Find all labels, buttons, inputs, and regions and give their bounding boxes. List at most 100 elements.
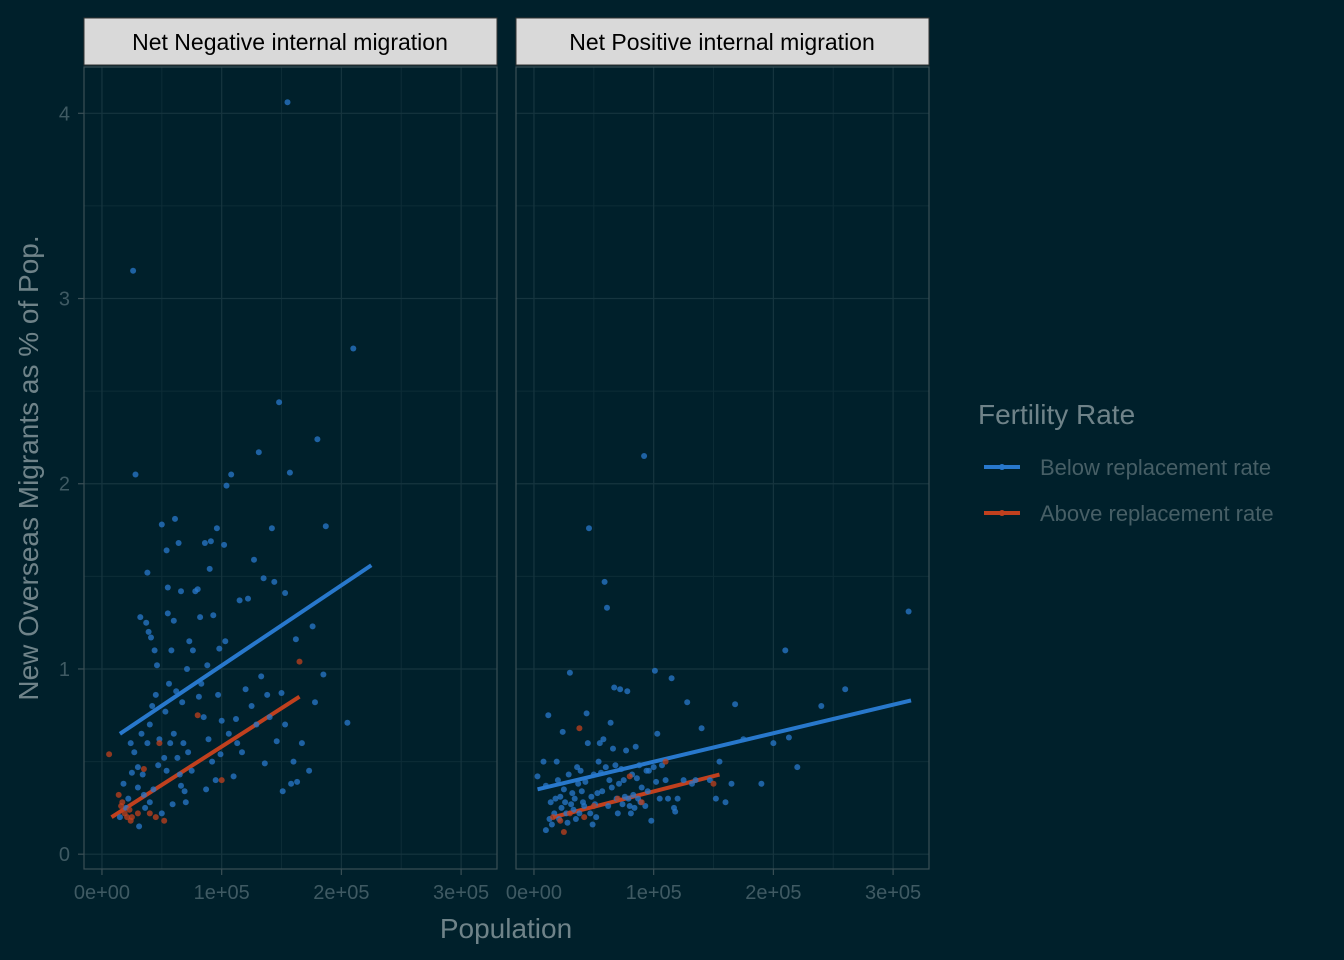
data-point-below [571, 795, 578, 802]
data-point-below [142, 804, 149, 811]
data-point-below [180, 740, 187, 747]
data-point-above [161, 817, 168, 824]
data-point-below [194, 586, 201, 593]
legend-item-below: Below replacement rate [984, 455, 1271, 480]
data-point-below [619, 801, 626, 808]
data-point-below [905, 608, 912, 615]
data-point-below [782, 647, 789, 654]
data-point-below [593, 814, 600, 821]
data-point-below [540, 758, 547, 765]
data-point-below [568, 801, 575, 808]
data-point-below [242, 686, 249, 693]
data-point-below [210, 612, 217, 619]
data-point-below [598, 769, 604, 776]
data-point-below [116, 814, 123, 821]
data-point-below [282, 721, 289, 728]
data-point-below [542, 782, 549, 789]
data-point-below [582, 778, 589, 785]
data-point-below [179, 699, 186, 706]
data-point-above [557, 817, 564, 824]
data-point-below [230, 773, 237, 780]
legend-item-above: Above replacement rate [984, 501, 1274, 526]
data-point-below [158, 521, 165, 528]
x-tick-label: 0e+00 [74, 882, 130, 904]
data-point-below [225, 730, 232, 737]
data-point-below [596, 740, 603, 747]
data-point-below [569, 790, 576, 797]
data-point-below [155, 762, 162, 769]
data-point-below [636, 762, 643, 769]
data-point-below [294, 778, 301, 785]
data-point-below [638, 784, 645, 791]
data-point-below [221, 541, 228, 548]
data-point-below [195, 693, 202, 700]
data-point-below [164, 610, 171, 617]
data-point-below [203, 786, 210, 793]
data-point-below [564, 819, 571, 826]
legend-label-above: Above replacement rate [1040, 501, 1274, 526]
y-tick-label: 0 [59, 844, 70, 866]
data-point-above [140, 766, 147, 772]
y-tick-label: 3 [59, 289, 70, 311]
data-point-below [614, 810, 621, 817]
data-point-below [314, 436, 321, 443]
data-point-below [656, 795, 663, 802]
data-point-below [186, 638, 193, 645]
data-point-below [630, 791, 637, 798]
panel-strip-net-positive [515, 17, 930, 66]
y-tick-label: 1 [59, 659, 70, 681]
data-point-below [616, 780, 622, 787]
data-point-below [149, 703, 156, 709]
data-point-above [146, 810, 153, 817]
data-point-above [550, 814, 557, 821]
data-point-below [631, 804, 638, 811]
data-point-below [624, 688, 631, 695]
data-point-below [740, 736, 747, 743]
data-point-above [126, 806, 133, 813]
data-point-above [590, 803, 597, 809]
x-axis-title: Population [440, 913, 572, 944]
data-point-above [626, 773, 633, 780]
data-point-below [306, 767, 313, 774]
data-point-below [239, 749, 245, 756]
data-point-below [170, 730, 177, 737]
data-point-below [138, 730, 145, 737]
data-point-below [255, 449, 262, 456]
data-point-below [689, 780, 695, 787]
x-tick-label: 1e+05 [626, 882, 682, 904]
data-point-below [172, 515, 178, 522]
data-point-below [344, 719, 351, 726]
data-point-below [653, 778, 660, 785]
data-point-below [163, 767, 170, 774]
data-point-above [124, 814, 131, 821]
data-point-below [610, 745, 616, 752]
data-point-below [665, 795, 671, 802]
data-point-below [164, 584, 171, 591]
data-point-above [581, 814, 588, 821]
data-point-above [152, 814, 159, 821]
data-point-below [633, 775, 640, 782]
data-point-below [728, 780, 735, 787]
data-point-below [672, 808, 679, 815]
data-point-below [166, 680, 172, 687]
data-point-below [175, 540, 182, 546]
x-tick-label: 3e+05 [433, 882, 489, 904]
data-point-below [623, 747, 630, 754]
data-point-below [251, 556, 257, 563]
data-point-below [651, 667, 658, 674]
x-tick-label: 3e+05 [865, 882, 921, 904]
data-point-below [662, 777, 669, 784]
data-point-below [722, 799, 729, 806]
data-point-below [181, 788, 188, 795]
data-point-below [554, 777, 561, 784]
data-point-below [233, 716, 239, 722]
data-point-above [134, 810, 141, 817]
data-point-below [604, 604, 610, 611]
data-point-below [706, 777, 713, 784]
data-point-above [614, 795, 621, 802]
data-point-below [204, 662, 211, 669]
x-axis-net-positive: 0e+00 1e+05 2e+05 3e+05 [506, 869, 921, 904]
data-point-below [648, 817, 655, 824]
data-point-below [620, 777, 627, 784]
data-point-below [290, 758, 297, 765]
